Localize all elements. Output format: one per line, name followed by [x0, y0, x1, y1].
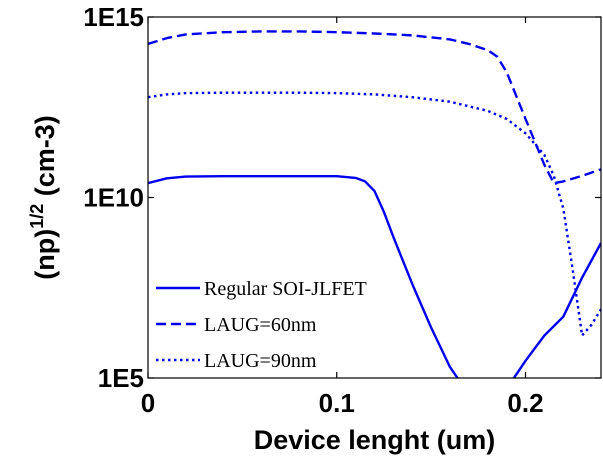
x-tick-label-1: 0 — [141, 388, 155, 418]
series-layer — [148, 30, 601, 378]
series-line-3 — [148, 91, 601, 337]
y-axis-title: (np)1/2 (cm-3) — [27, 115, 60, 280]
y-tick-label-2: 1E10 — [83, 183, 144, 213]
legend: Regular SOI-JLFET LAUG=60nm LAUG=90nm — [156, 278, 367, 372]
y-tick-label-3: 1E15 — [83, 2, 144, 32]
y-axis-title-unit: (cm-3) — [30, 115, 60, 204]
series-lines — [148, 30, 601, 378]
x-tick-label-2: 0.1 — [319, 388, 355, 418]
y-axis-title-sup: 1/2 — [27, 204, 47, 229]
series-line-1 — [148, 174, 601, 378]
legend-label-1: Regular SOI-JLFET — [204, 278, 367, 300]
tick-layer: 0 0.1 0.2 1E5 1E10 1E15 — [83, 2, 601, 418]
series-line-2 — [148, 30, 601, 185]
y-axis-title-main: (np) — [30, 229, 60, 280]
x-axis-title: Device lenght (um) — [254, 425, 496, 455]
legend-label-3: LAUG=90nm — [204, 350, 317, 372]
y-tick-label-1: 1E5 — [98, 363, 144, 393]
x-tick-label-3: 0.2 — [507, 388, 543, 418]
legend-label-2: LAUG=60nm — [204, 314, 317, 336]
